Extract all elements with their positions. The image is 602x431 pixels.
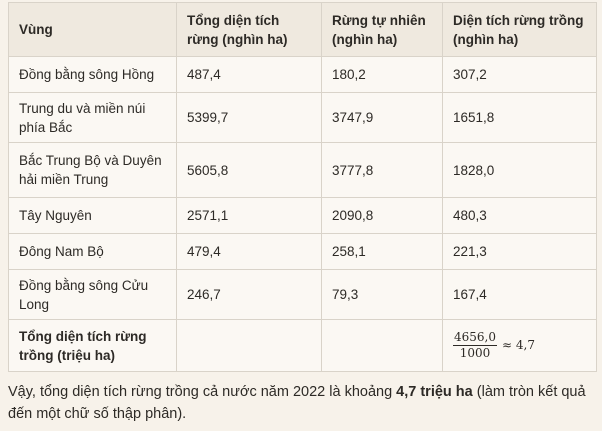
table-header-row: Vùng Tổng diện tích rừng (nghìn ha) Rừng…	[8, 2, 597, 57]
table-row: Đồng bằng sông Hồng 487,4 180,2 307,2	[8, 56, 597, 93]
cell-natural: 2090,8	[321, 197, 443, 234]
cell-region: Trung du và miền núi phía Bắc	[8, 92, 177, 143]
cell-natural: 180,2	[321, 56, 443, 93]
table-row: Đông Nam Bộ 479,4 258,1 221,3	[8, 233, 597, 270]
fraction: 4656,0 1000	[453, 331, 497, 360]
forest-area-table: Vùng Tổng diện tích rừng (nghìn ha) Rừng…	[8, 2, 597, 372]
cell-natural: 3747,9	[321, 92, 443, 143]
table-row: Tây Nguyên 2571,1 2090,8 480,3	[8, 197, 597, 234]
cell-planted: 480,3	[442, 197, 597, 234]
conclusion-highlight: 4,7 triệu ha	[396, 384, 473, 400]
cell-region: Đông Nam Bộ	[8, 233, 177, 270]
cell-total: 5399,7	[176, 92, 322, 143]
header-planted-forest: Diện tích rừng trồng (nghìn ha)	[442, 2, 597, 57]
cell-planted: 221,3	[442, 233, 597, 270]
cell-region: Tây Nguyên	[8, 197, 177, 234]
cell-region: Đồng bằng sông Cửu Long	[8, 269, 177, 320]
fraction-denominator: 1000	[459, 346, 491, 360]
fraction-numerator: 4656,0	[453, 330, 497, 346]
table-row: Bắc Trung Bộ và Duyên hải miền Trung 560…	[8, 142, 597, 198]
header-total-forest: Tổng diện tích rừng (nghìn ha)	[176, 2, 322, 57]
cell-planted: 167,4	[442, 269, 597, 320]
cell-planted: 307,2	[442, 56, 597, 93]
cell-planted: 1651,8	[442, 92, 597, 143]
total-formula-cell: 4656,0 1000 ≈ 4,7	[442, 319, 597, 372]
total-empty-cell	[321, 319, 443, 372]
cell-total: 479,4	[176, 233, 322, 270]
cell-natural: 79,3	[321, 269, 443, 320]
cell-natural: 3777,8	[321, 142, 443, 198]
cell-total: 2571,1	[176, 197, 322, 234]
cell-total: 487,4	[176, 56, 322, 93]
cell-total: 246,7	[176, 269, 322, 320]
table-row: Đồng bằng sông Cửu Long 246,7 79,3 167,4	[8, 269, 597, 320]
conclusion-text-end: (làm tròn kết quả đến một chữ số thập ph…	[8, 384, 586, 422]
cell-region: Đồng bằng sông Hồng	[8, 56, 177, 93]
table-row: Trung du và miền núi phía Bắc 5399,7 374…	[8, 92, 597, 143]
cell-total: 5605,8	[176, 142, 322, 198]
header-region: Vùng	[8, 2, 177, 57]
fraction-formula: 4656,0 1000 ≈ 4,7	[453, 331, 586, 360]
conclusion-text-start: Vậy, tổng diện tích rừng trồng cả nước n…	[8, 384, 397, 400]
total-label: Tổng diện tích rừng trồng (triệu ha)	[8, 319, 177, 372]
total-empty-cell	[176, 319, 322, 372]
cell-natural: 258,1	[321, 233, 443, 270]
cell-planted: 1828,0	[442, 142, 597, 198]
approx-result: ≈ 4,7	[502, 338, 535, 352]
cell-region: Bắc Trung Bộ và Duyên hải miền Trung	[8, 142, 177, 198]
conclusion-text: Vậy, tổng diện tích rừng trồng cả nước n…	[8, 381, 594, 425]
header-natural-forest: Rừng tự nhiên (nghìn ha)	[321, 2, 443, 57]
total-row: Tổng diện tích rừng trồng (triệu ha) 465…	[8, 319, 597, 372]
